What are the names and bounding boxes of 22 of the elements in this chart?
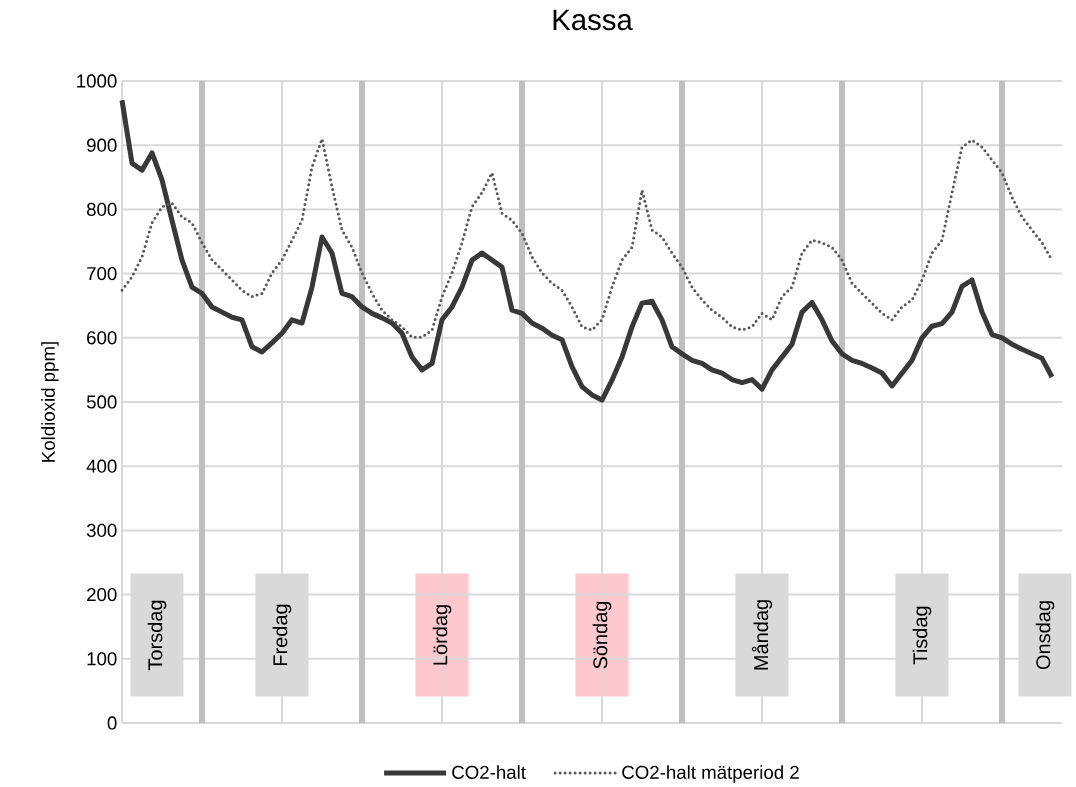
annotation: Lördag xyxy=(432,605,452,665)
y-tick-label: 1000 xyxy=(77,74,117,88)
y-tick-label: 200 xyxy=(87,587,117,602)
chart-title: Kassa xyxy=(553,9,633,31)
annotation: Torsdag xyxy=(147,600,167,671)
y-tick-label: 300 xyxy=(86,523,117,537)
annotation: Måndag xyxy=(751,600,773,670)
y-tick-label: 400 xyxy=(86,459,117,473)
annotation: Tisdag xyxy=(912,606,932,665)
y-tick-label: 800 xyxy=(86,202,117,216)
y-tick-label: 600 xyxy=(87,331,117,345)
y-axis-title: Koldioxid ppm] xyxy=(41,342,59,462)
legend-label: CO2-halt xyxy=(452,765,526,779)
annotation: Söndag xyxy=(592,601,612,669)
y-tick-label: 100 xyxy=(87,652,117,666)
legend-label: CO2-halt mätperiod 2 xyxy=(622,765,799,783)
y-tick-label: 700 xyxy=(87,266,117,281)
annotation: Fredag xyxy=(272,604,292,666)
y-tick-label: 900 xyxy=(87,138,117,152)
y-tick-label: 500 xyxy=(86,395,117,409)
annotation: Onsdag xyxy=(1035,601,1055,670)
y-tick-label: 0 xyxy=(107,716,117,730)
